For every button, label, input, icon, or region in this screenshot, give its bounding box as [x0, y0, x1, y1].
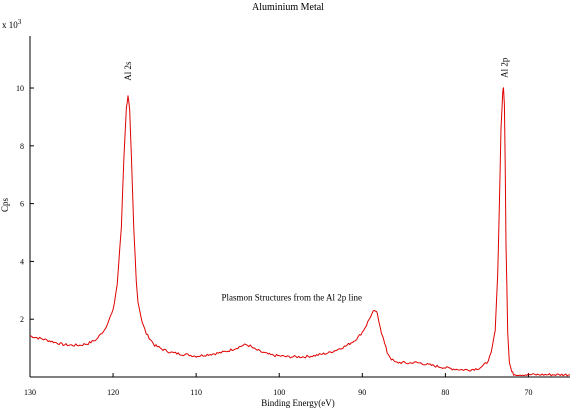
y-multiplier-label: x 103 [2, 18, 22, 30]
y-tick-label: 6 [20, 200, 24, 209]
spectrum-series-line [29, 87, 571, 377]
x-axis-label: Binding Energy(eV) [261, 398, 335, 408]
x-tick-group: 130 120 110 100 90 80 70 [24, 373, 532, 397]
y-axis-label: Cps [0, 198, 10, 213]
y-multiplier-base: x 10 [2, 20, 18, 30]
x-tick-label: 90 [358, 388, 366, 397]
x-tick-label: 120 [107, 388, 119, 397]
y-tick-group: 2 4 6 8 10 [16, 84, 34, 324]
y-multiplier-exponent: 3 [18, 18, 22, 26]
x-tick-label: 70 [524, 388, 532, 397]
peak-label: Al 2s [123, 61, 133, 81]
chart-title: Aluminium Metal [252, 2, 324, 13]
x-tick-label: 80 [441, 388, 449, 397]
x-tick-label: 130 [24, 388, 36, 397]
peak-label: Al 2p [499, 57, 509, 78]
y-tick-label: 4 [20, 257, 24, 266]
y-tick-label: 2 [20, 315, 24, 324]
x-tick-label: 100 [273, 388, 285, 397]
y-tick-label: 10 [16, 84, 24, 93]
plasmon-annotation: Plasmon Structures from the Al 2p line [221, 292, 361, 302]
x-tick-label: 110 [190, 388, 202, 397]
y-tick-label: 8 [20, 142, 24, 151]
annotation-group: Al 2s Al 2p Plasmon Structures from the Al… [123, 57, 509, 302]
